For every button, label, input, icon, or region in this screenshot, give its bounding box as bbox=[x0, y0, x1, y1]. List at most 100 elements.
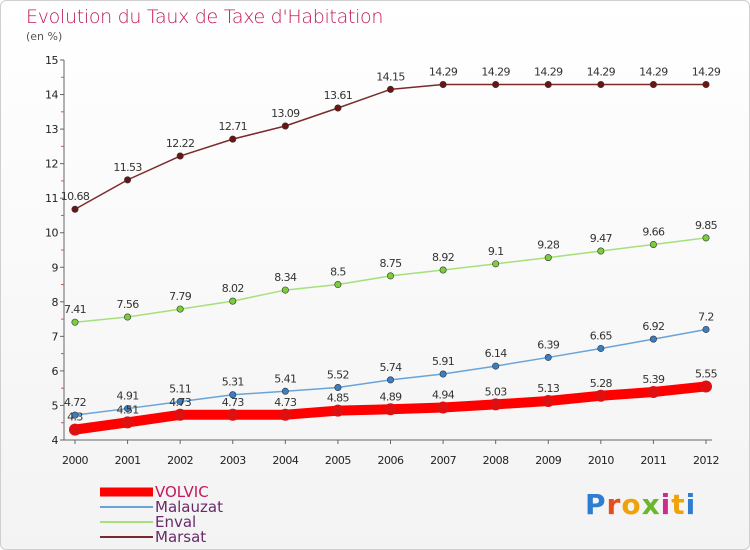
data-label-malauzat: 6.39 bbox=[537, 338, 560, 351]
y-tick-label: 12 bbox=[45, 158, 58, 171]
data-label-enval: 9.28 bbox=[537, 239, 560, 252]
data-point-enval bbox=[229, 297, 237, 305]
data-point-malauzat bbox=[281, 387, 289, 395]
data-point-enval bbox=[597, 247, 605, 255]
y-tick-label: 8 bbox=[52, 296, 59, 309]
data-point-malauzat bbox=[544, 353, 552, 361]
data-label-malauzat: 5.11 bbox=[169, 383, 191, 396]
data-label-volvic: 5.28 bbox=[590, 377, 613, 390]
data-point-volvic bbox=[279, 408, 292, 421]
data-label-malauzat: 5.91 bbox=[432, 355, 454, 368]
x-tick-label: 2011 bbox=[640, 454, 666, 467]
data-point-marsat bbox=[702, 81, 710, 89]
series-line-enval bbox=[74, 237, 707, 323]
data-label-enval: 9.85 bbox=[695, 219, 718, 232]
data-label-enval: 8.75 bbox=[379, 257, 402, 270]
data-label-volvic: 4.73 bbox=[274, 396, 297, 409]
logo-letter: o bbox=[621, 488, 642, 521]
data-label-volvic: 4.89 bbox=[379, 390, 402, 403]
data-label-malauzat: 5.74 bbox=[379, 361, 402, 374]
x-tick-label: 2006 bbox=[378, 454, 404, 467]
data-label-marsat: 10.68 bbox=[61, 190, 90, 203]
x-tick-label: 2009 bbox=[535, 454, 561, 467]
data-label-enval: 8.5 bbox=[330, 266, 346, 279]
data-label-enval: 9.1 bbox=[488, 245, 504, 258]
data-point-enval bbox=[386, 272, 394, 280]
data-label-malauzat: 6.14 bbox=[485, 347, 508, 360]
data-label-volvic: 5.03 bbox=[485, 385, 508, 398]
data-point-volvic bbox=[700, 380, 712, 393]
data-label-volvic: 4.3 bbox=[67, 411, 83, 424]
x-tick-label: 2003 bbox=[220, 454, 246, 467]
data-label-malauzat: 5.31 bbox=[222, 376, 244, 389]
data-point-marsat bbox=[71, 205, 79, 213]
legend-label-enval: Enval bbox=[155, 513, 196, 531]
data-point-marsat bbox=[176, 152, 184, 160]
data-point-marsat bbox=[229, 135, 237, 143]
data-label-marsat: 14.29 bbox=[639, 66, 668, 79]
chart-title: Evolution du Taux de Taxe d'Habitation bbox=[26, 6, 384, 28]
y-tick-label: 7 bbox=[52, 330, 59, 343]
data-point-marsat bbox=[597, 81, 605, 89]
logo-letter: t bbox=[671, 488, 686, 521]
data-label-malauzat: 6.92 bbox=[642, 320, 664, 333]
data-label-volvic: 4.73 bbox=[222, 396, 245, 409]
data-point-enval bbox=[702, 234, 710, 242]
data-label-marsat: 12.22 bbox=[166, 137, 195, 150]
chart-unit: (en %) bbox=[26, 30, 63, 43]
x-tick-label: 2001 bbox=[115, 454, 141, 467]
data-point-marsat bbox=[649, 81, 657, 89]
data-point-volvic bbox=[594, 389, 607, 402]
y-tick-label: 6 bbox=[52, 365, 59, 378]
data-label-malauzat: 4.72 bbox=[64, 396, 86, 409]
x-tick-label: 2000 bbox=[62, 454, 88, 467]
x-tick-label: 2008 bbox=[483, 454, 509, 467]
data-point-volvic bbox=[174, 408, 187, 421]
proxiti-logo: Proxiti bbox=[585, 488, 696, 521]
data-point-marsat bbox=[386, 85, 394, 93]
data-label-enval: 8.34 bbox=[274, 271, 297, 284]
series-layer bbox=[69, 81, 712, 436]
data-point-enval bbox=[124, 313, 132, 321]
legend-label-volvic: VOLVIC bbox=[155, 483, 209, 501]
x-tick-label: 2004 bbox=[272, 454, 298, 467]
data-point-enval bbox=[71, 318, 79, 326]
data-label-enval: 9.66 bbox=[642, 225, 665, 238]
data-label-malauzat: 7.2 bbox=[698, 310, 714, 323]
logo-letter: i bbox=[685, 488, 697, 521]
y-tick-label: 15 bbox=[45, 54, 58, 67]
y-tick-label: 13 bbox=[45, 123, 58, 136]
data-point-malauzat bbox=[492, 362, 500, 370]
data-point-enval bbox=[176, 305, 184, 313]
data-point-malauzat bbox=[229, 391, 237, 399]
data-label-marsat: 14.15 bbox=[376, 70, 405, 83]
data-label-volvic: 5.39 bbox=[642, 373, 665, 386]
data-label-marsat: 12.71 bbox=[219, 120, 248, 133]
data-point-volvic bbox=[331, 404, 344, 417]
data-point-malauzat bbox=[649, 335, 657, 343]
data-label-enval: 8.02 bbox=[222, 282, 244, 295]
data-point-marsat bbox=[439, 81, 447, 89]
data-label-marsat: 13.61 bbox=[324, 89, 353, 102]
data-point-enval bbox=[281, 286, 289, 294]
data-label-malauzat: 4.91 bbox=[117, 390, 139, 403]
x-tick-label: 2005 bbox=[325, 454, 351, 467]
y-tick-label: 9 bbox=[52, 261, 59, 274]
y-tick-label: 11 bbox=[45, 192, 58, 205]
data-label-malauzat: 5.52 bbox=[327, 368, 349, 381]
x-tick-label: 2007 bbox=[430, 454, 456, 467]
x-tick-label: 2002 bbox=[167, 454, 193, 467]
axes: 4 5 6 7 8 9 10 11 12 13 14 15 2000 2001 2002 2003 2004 20… bbox=[45, 54, 720, 467]
data-point-marsat bbox=[544, 81, 552, 89]
data-point-malauzat bbox=[176, 398, 184, 406]
y-tick-label: 10 bbox=[45, 227, 58, 240]
y-tick-label: 4 bbox=[52, 434, 59, 447]
data-label-enval: 9.47 bbox=[590, 232, 613, 245]
data-point-malauzat bbox=[439, 370, 447, 378]
data-point-enval bbox=[649, 240, 657, 248]
data-label-malauzat: 6.65 bbox=[590, 329, 613, 342]
data-label-enval: 7.56 bbox=[117, 298, 140, 311]
data-label-enval: 7.41 bbox=[64, 303, 86, 316]
